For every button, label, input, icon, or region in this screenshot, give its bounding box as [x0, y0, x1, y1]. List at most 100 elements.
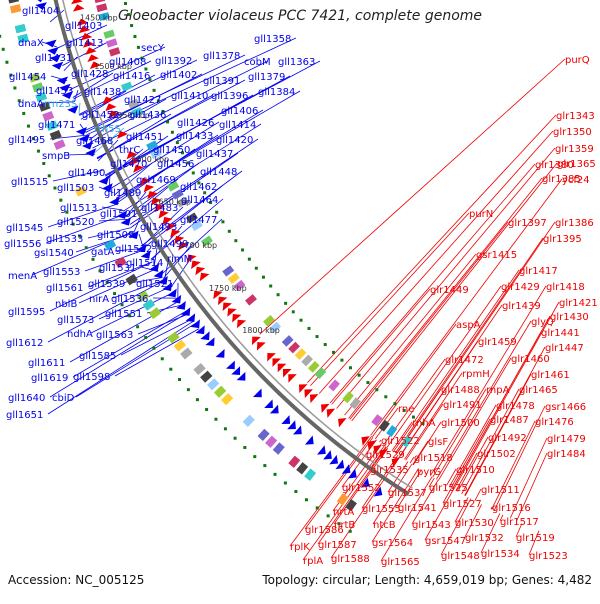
right-gene-label: glr1532 [465, 533, 504, 544]
forward-gene-arrow [85, 148, 96, 156]
reverse-gene-arrow [71, 0, 83, 4]
cog-box-outer [15, 24, 27, 34]
outer-dot [92, 258, 95, 261]
forward-gene-arrow [281, 415, 290, 424]
left-gene-label: gll1503 [57, 183, 94, 194]
right-gene-label: nrtB [334, 520, 355, 531]
right-gene-label: glr1449 [430, 285, 469, 296]
cog-box-inner [371, 414, 382, 426]
left-gene-label: rrn5S [94, 124, 121, 135]
right-gene-label: glr1530 [455, 518, 494, 529]
left-gene-label: menA [8, 271, 37, 282]
left-gene-label: gll1536 [111, 294, 148, 305]
left-gene-label: thrC [119, 145, 140, 156]
right-gene-label: glr1441 [541, 328, 580, 339]
left-gene-label: gll1531 [99, 263, 136, 274]
inner-dot [269, 284, 272, 287]
inner-dot [166, 120, 169, 123]
left-gene-label: gll1379 [248, 72, 285, 83]
outer-dot [178, 378, 181, 381]
left-gene-label: gll1464 [181, 195, 218, 206]
cog-box-outer [207, 378, 219, 390]
right-gene-label: glr1418 [546, 282, 585, 293]
right-gene-label: glr1461 [531, 370, 570, 381]
inner-dot [284, 302, 287, 305]
right-gene-label: glr1350 [553, 127, 592, 138]
right-leader-line [425, 489, 453, 540]
left-gene-label: gll1545 [6, 223, 43, 234]
right-gene-label: glr1522 [381, 436, 420, 447]
right-gene-label: glr1476 [535, 417, 574, 428]
inner-dot [393, 402, 396, 405]
right-gene-label: glr1460 [511, 354, 550, 365]
left-gene-label: rimM [167, 254, 192, 265]
left-gene-label: gsl1469 [136, 175, 176, 186]
outer-dot [169, 368, 172, 371]
right-gene-label: glr1491 [443, 400, 482, 411]
inner-dot [153, 89, 156, 92]
left-gene-label: gll1378 [203, 51, 240, 62]
left-gene-label: gll1533 [46, 234, 83, 245]
left-gene-label: gll1520 [57, 217, 94, 228]
inner-dot [171, 131, 174, 134]
left-gene-label: gll1512 [115, 244, 152, 255]
right-gene-label: gsr1415 [476, 250, 517, 261]
right-gene-label: aspA [456, 320, 481, 331]
left-gene-label: gll1539 [88, 279, 125, 290]
outer-dot [243, 446, 246, 449]
cog-box-inner [301, 355, 313, 367]
right-gene-label: pyrG [417, 467, 441, 478]
left-gene-label: gll1553 [43, 267, 80, 278]
left-gene-label: gll1410 [171, 91, 208, 102]
outer-dot [196, 398, 199, 401]
left-gene-label: gll1561 [46, 283, 83, 294]
right-gene-label: glr1492 [488, 433, 527, 444]
inner-dot [248, 258, 251, 261]
kbp-tick-label: 1750 kbp [209, 284, 247, 293]
outer-dot [224, 427, 227, 430]
left-gene-label: dnaA [18, 99, 44, 110]
cog-box-inner [245, 294, 257, 305]
cog-box-outer [304, 469, 316, 481]
cog-box-inner [121, 82, 133, 92]
reverse-gene-arrow [327, 409, 336, 418]
outer-dot [22, 112, 25, 115]
right-gene-label: glr1541 [398, 503, 437, 514]
left-gene-label: gll1585 [79, 351, 116, 362]
left-gene-label: gll1426 [177, 118, 214, 129]
inner-dot [292, 310, 295, 313]
left-gene-label: gll1363 [278, 57, 315, 68]
left-gene-label: gatA [91, 247, 114, 258]
right-gene-label: glr1534 [481, 549, 520, 560]
outer-dot [305, 498, 308, 501]
cog-box-outer [273, 442, 285, 454]
left-gene-label: gll1456 [157, 159, 194, 170]
outer-dot [37, 150, 40, 153]
right-gene-label: glr1478 [496, 401, 535, 412]
outer-dot [214, 418, 217, 421]
inner-dot [324, 343, 327, 346]
right-gene-label: glr1519 [516, 533, 555, 544]
left-gene-label: gll1406 [221, 106, 258, 117]
left-gene-label: gll1501 [100, 209, 137, 220]
left-gene-label: gll1413 [66, 38, 103, 49]
left-gene-label: gll1384 [258, 87, 295, 98]
left-gene-label: gll1495 [8, 135, 45, 146]
cog-box-inner [282, 335, 294, 347]
left-gene-label: ndhA [67, 329, 93, 340]
right-gene-label: glr1386 [555, 218, 594, 229]
right-gene-label: rpmH [462, 369, 490, 380]
right-gene-label: glr1459 [478, 337, 517, 348]
inner-dot [234, 239, 237, 242]
outer-dot [205, 408, 208, 411]
outer-dot [316, 506, 319, 509]
right-gene-label: glr1543 [412, 520, 451, 531]
left-gene-label: gll1453 [36, 86, 73, 97]
cog-box-outer [288, 456, 300, 468]
inner-dot [358, 374, 361, 377]
cog-box-outer [54, 139, 66, 150]
outer-dot [53, 187, 56, 190]
inner-dot [366, 381, 369, 384]
accession-label: Accession: NC_005125 [8, 573, 144, 587]
right-gene-label: glr1525 [429, 483, 468, 494]
